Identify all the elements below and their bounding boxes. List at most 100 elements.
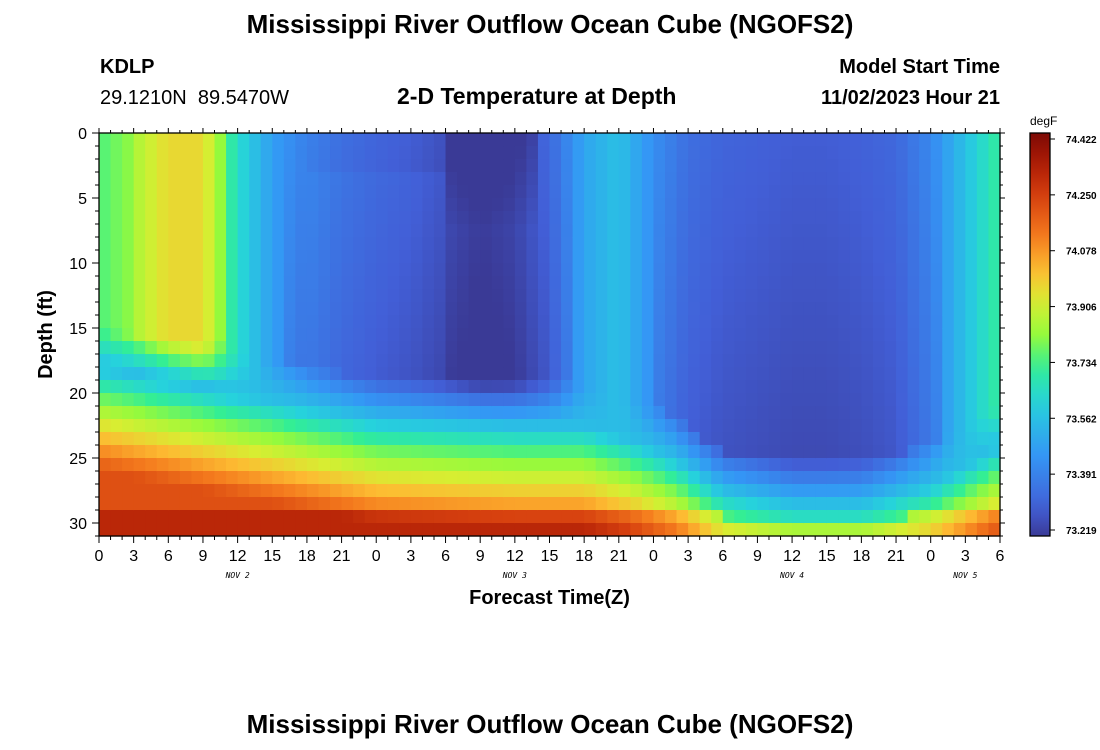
heatmap-cell <box>214 159 227 173</box>
heatmap-cell <box>237 237 250 251</box>
heatmap-cell <box>653 289 666 303</box>
heatmap-cell <box>226 471 239 485</box>
heatmap-cell <box>399 315 412 329</box>
heatmap-cell <box>768 250 782 264</box>
heatmap-cell <box>237 250 250 264</box>
heatmap-cell <box>457 263 470 277</box>
heatmap-cell <box>930 172 943 186</box>
heatmap-cell <box>976 315 990 329</box>
heatmap-cell <box>595 484 608 498</box>
heatmap-cell <box>410 211 424 225</box>
heatmap-cell <box>872 289 886 303</box>
heatmap-cell <box>306 198 320 212</box>
heatmap-cell <box>665 471 678 485</box>
heatmap-cell <box>849 198 862 212</box>
heatmap-cell <box>330 523 343 537</box>
heatmap-cell <box>145 354 158 368</box>
heatmap-cell <box>191 224 204 238</box>
heatmap-cell <box>387 328 400 342</box>
heatmap-cell <box>722 328 735 342</box>
heatmap-cell <box>99 172 112 186</box>
heatmap-cell <box>376 367 389 381</box>
heatmap-cell <box>526 133 539 147</box>
heatmap-cell <box>480 380 493 394</box>
heatmap-cell <box>919 250 932 264</box>
heatmap-cell <box>838 250 851 264</box>
heatmap-cell <box>792 354 805 368</box>
heatmap-cell <box>191 380 204 394</box>
x-tick-label: 9 <box>476 548 485 565</box>
heatmap-cell <box>884 198 897 212</box>
heatmap-cell <box>618 159 631 173</box>
heatmap-cell <box>988 276 1001 290</box>
heatmap-cell <box>202 471 216 485</box>
heatmap-cell <box>399 484 412 498</box>
heatmap-cell <box>665 354 678 368</box>
heatmap-cell <box>896 302 909 316</box>
heatmap-cell <box>872 211 886 225</box>
heatmap-cell <box>202 146 216 160</box>
heatmap-cell <box>318 263 331 277</box>
date-label: NOV 5 <box>952 571 977 580</box>
heatmap-cell <box>410 289 424 303</box>
heatmap-cell <box>422 341 435 355</box>
heatmap-cell <box>780 497 793 511</box>
heatmap-cell <box>468 224 481 238</box>
heatmap-cell <box>826 315 839 329</box>
heatmap-cell <box>653 393 666 407</box>
heatmap-cell <box>930 458 943 472</box>
heatmap-cell <box>272 523 285 537</box>
heatmap-cell <box>711 458 724 472</box>
heatmap-cell <box>214 393 227 407</box>
heatmap-cell <box>884 406 897 420</box>
heatmap-cell <box>249 302 262 316</box>
heatmap-cell <box>179 289 193 303</box>
heatmap-cell <box>110 224 123 238</box>
heatmap-cell <box>272 315 285 329</box>
heatmap-cell <box>260 341 273 355</box>
heatmap-cell <box>480 497 493 511</box>
heatmap-cell <box>849 458 862 472</box>
heatmap-cell <box>306 419 320 433</box>
heatmap-cell <box>341 523 354 537</box>
heatmap-cell <box>641 484 655 498</box>
heatmap-cell <box>722 380 735 394</box>
heatmap-cell <box>306 224 320 238</box>
x-tick-label: 3 <box>406 548 415 565</box>
x-tick-label: 15 <box>818 548 836 565</box>
heatmap-cell <box>445 237 458 251</box>
heatmap-cell <box>561 458 574 472</box>
heatmap-cell <box>457 406 470 420</box>
heatmap-cell <box>202 133 216 147</box>
heatmap-cell <box>133 458 146 472</box>
heatmap-cell <box>884 510 897 524</box>
heatmap-cell <box>768 458 782 472</box>
heatmap-cell <box>930 289 943 303</box>
heatmap-cell <box>826 510 839 524</box>
heatmap-cell <box>387 289 400 303</box>
heatmap-cell <box>376 393 389 407</box>
heatmap-cell <box>930 393 943 407</box>
heatmap-cell <box>953 471 966 485</box>
heatmap-cell <box>306 276 320 290</box>
heatmap-cell <box>757 146 770 160</box>
heatmap-cell <box>156 380 169 394</box>
heatmap-cell <box>653 445 666 459</box>
heatmap-cell <box>514 523 527 537</box>
heatmap-cell <box>214 367 227 381</box>
heatmap-cell <box>976 484 990 498</box>
heatmap-cell <box>99 354 112 368</box>
heatmap-cell <box>907 250 920 264</box>
heatmap-cell <box>849 185 862 199</box>
heatmap-cell <box>445 276 458 290</box>
heatmap-cell <box>942 263 955 277</box>
heatmap-cell <box>179 432 193 446</box>
heatmap-cell <box>884 146 897 160</box>
heatmap-cell <box>930 497 943 511</box>
heatmap-cell <box>330 302 343 316</box>
heatmap-cell <box>145 315 158 329</box>
heatmap-cell <box>364 354 377 368</box>
heatmap-cell <box>249 263 262 277</box>
model-start-time: 11/02/2023 Hour 21 <box>820 87 1000 109</box>
heatmap-cell <box>815 224 828 238</box>
